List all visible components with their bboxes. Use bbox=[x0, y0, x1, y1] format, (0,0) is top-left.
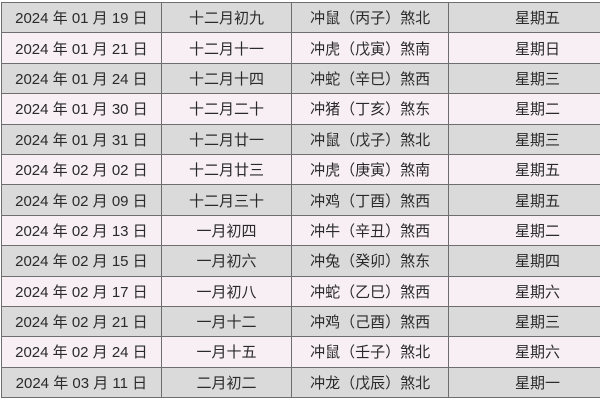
table-row: 2024 年 01 月 21 日十二月十一 冲虎（戊寅）煞南 星期日 bbox=[1, 32, 600, 64]
lunar-date-cell: 一月初六 bbox=[160, 245, 293, 277]
clash-cell: 冲鼠（壬子）煞北 bbox=[291, 336, 450, 368]
table-row: 2024 年 02 月 15 日一月初六 冲兔（癸卯）煞东 星期四 bbox=[1, 245, 600, 277]
date-cell: 2024 年 02 月 21 日 bbox=[1, 305, 162, 338]
lunar-date-cell: 二月初二 bbox=[160, 366, 293, 399]
clash-cell: 冲兔（癸卯）煞东 bbox=[291, 245, 450, 277]
table-row: 2024 年 01 月 24 日十二月十四 冲蛇（辛巳）煞西 星期三 bbox=[1, 62, 600, 95]
date-cell: 2024 年 01 月 30 日 bbox=[1, 93, 162, 125]
date-cell: 2024 年 02 月 15 日 bbox=[1, 245, 162, 277]
table-row: 2024 年 01 月 30 日十二月二十 冲猪（丁亥）煞东 星期二 bbox=[1, 93, 600, 125]
date-cell: 2024 年 01 月 21 日 bbox=[1, 32, 162, 64]
weekday-cell: 星期六 bbox=[448, 336, 600, 368]
table-row: 2024 年 02 月 17 日一月初八 冲蛇（乙巳）煞西 星期六 bbox=[1, 275, 600, 307]
date-cell: 2024 年 01 月 19 日 bbox=[1, 1, 162, 34]
weekday-cell: 星期四 bbox=[448, 245, 600, 277]
clash-cell: 冲牛（辛丑）煞西 bbox=[291, 214, 450, 247]
date-cell: 2024 年 02 月 02 日 bbox=[1, 153, 162, 186]
lunar-date-cell: 一月十五 bbox=[160, 336, 293, 368]
weekday-cell: 星期六 bbox=[448, 275, 600, 307]
table-row: 2024 年 02 月 24 日一月十五 冲鼠（壬子）煞北 星期六 bbox=[1, 336, 600, 368]
weekday-cell: 星期日 bbox=[448, 32, 600, 64]
clash-cell: 冲鸡（己酉）煞西 bbox=[291, 305, 450, 338]
weekday-cell: 星期三 bbox=[448, 62, 600, 95]
weekday-cell: 星期三 bbox=[448, 123, 600, 155]
lunar-date-cell: 十二月十四 bbox=[160, 62, 293, 95]
lunar-date-cell: 一月初四 bbox=[160, 214, 293, 247]
clash-cell: 冲虎（庚寅）煞南 bbox=[291, 153, 450, 186]
lunar-date-cell: 一月十二 bbox=[160, 305, 293, 338]
clash-cell: 冲鼠（戊子）煞北 bbox=[291, 123, 450, 155]
date-cell: 2024 年 02 月 09 日 bbox=[1, 184, 162, 216]
clash-cell: 冲猪（丁亥）煞东 bbox=[291, 93, 450, 125]
lunar-date-cell: 十二月初九 bbox=[160, 1, 293, 34]
clash-cell: 冲鼠（丙子）煞北 bbox=[291, 1, 450, 34]
weekday-cell: 星期三 bbox=[448, 305, 600, 338]
table-row: 2024 年 02 月 21 日一月十二 冲鸡（己酉）煞西 星期三 bbox=[1, 305, 600, 338]
clash-cell: 冲虎（戊寅）煞南 bbox=[291, 32, 450, 64]
lunar-date-cell: 十二月十一 bbox=[160, 32, 293, 64]
lunar-date-cell: 十二月三十 bbox=[160, 184, 293, 216]
clash-cell: 冲鸡（丁酉）煞西 bbox=[291, 184, 450, 216]
clash-cell: 冲龙（戊辰）煞北 bbox=[291, 366, 450, 399]
table-row: 2024 年 03 月 11 日二月初二 冲龙（戊辰）煞北 星期一 bbox=[1, 366, 600, 399]
date-cell: 2024 年 02 月 24 日 bbox=[1, 336, 162, 368]
date-cell: 2024 年 01 月 24 日 bbox=[1, 62, 162, 95]
table-row: 2024 年 02 月 02 日十二月廿三 冲虎（庚寅）煞南 星期五 bbox=[1, 153, 600, 186]
lunar-date-cell: 十二月廿一 bbox=[160, 123, 293, 155]
date-cell: 2024 年 02 月 13 日 bbox=[1, 214, 162, 247]
date-cell: 2024 年 03 月 11 日 bbox=[1, 366, 162, 399]
lunar-date-cell: 一月初八 bbox=[160, 275, 293, 307]
table-row: 2024 年 01 月 19 日十二月初九 冲鼠（丙子）煞北 星期五 bbox=[1, 1, 600, 34]
clash-cell: 冲蛇（辛巳）煞西 bbox=[291, 62, 450, 95]
weekday-cell: 星期五 bbox=[448, 1, 600, 34]
table-row: 2024 年 02 月 13 日一月初四 冲牛（辛丑）煞西 星期二 bbox=[1, 214, 600, 247]
clash-cell: 冲蛇（乙巳）煞西 bbox=[291, 275, 450, 307]
weekday-cell: 星期五 bbox=[448, 184, 600, 216]
table-row: 2024 年 01 月 31 日十二月廿一 冲鼠（戊子）煞北 星期三 bbox=[1, 123, 600, 155]
lunar-date-cell: 十二月廿三 bbox=[160, 153, 293, 186]
weekday-cell: 星期一 bbox=[448, 366, 600, 399]
lunar-date-cell: 十二月二十 bbox=[160, 93, 293, 125]
weekday-cell: 星期二 bbox=[448, 214, 600, 247]
date-cell: 2024 年 01 月 31 日 bbox=[1, 123, 162, 155]
weekday-cell: 星期五 bbox=[448, 153, 600, 186]
table-row: 2024 年 02 月 09 日十二月三十 冲鸡（丁酉）煞西 星期五 bbox=[1, 184, 600, 216]
weekday-cell: 星期二 bbox=[448, 93, 600, 125]
date-cell: 2024 年 02 月 17 日 bbox=[1, 275, 162, 307]
